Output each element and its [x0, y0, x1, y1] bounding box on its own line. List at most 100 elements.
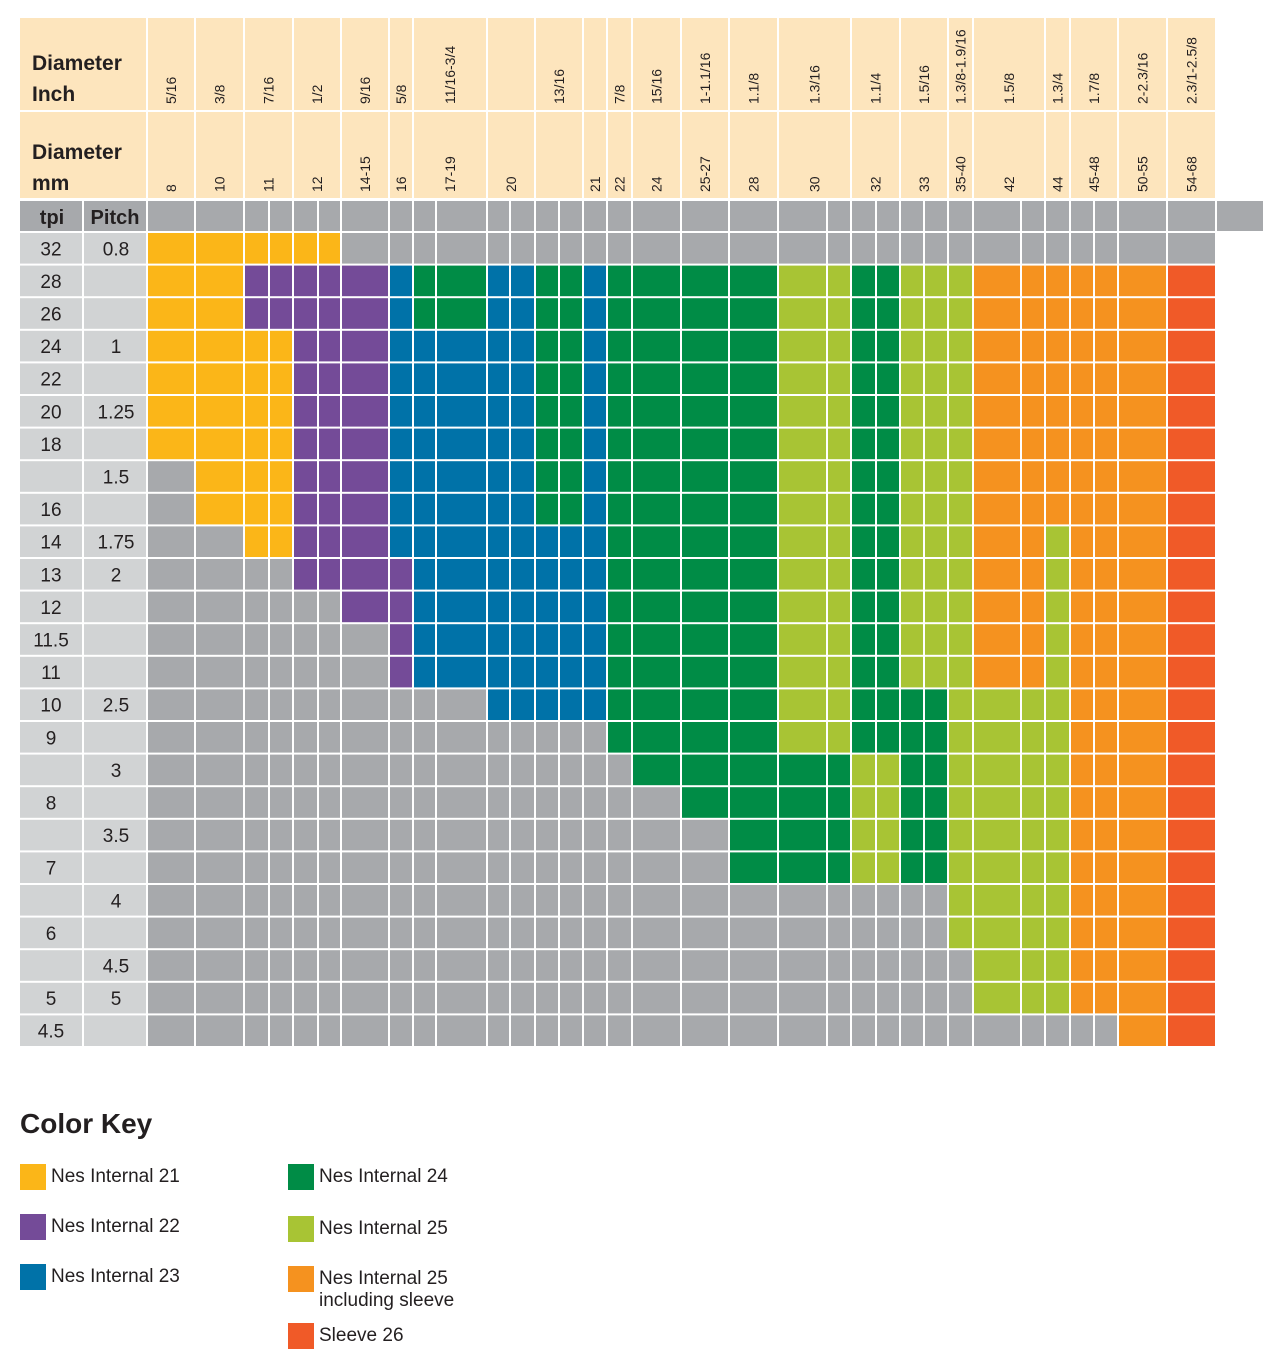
heatmap-cell — [342, 787, 388, 818]
pitch-row-header — [84, 526, 146, 557]
heatmap-cell — [730, 754, 777, 786]
heatmap-cell — [877, 819, 899, 851]
heatmap-cell — [1119, 396, 1166, 427]
heatmap-cell — [877, 298, 899, 329]
heatmap-cell — [584, 298, 606, 329]
heatmap-cell — [584, 722, 606, 753]
heatmap-cell — [148, 917, 194, 949]
heatmap-cell — [925, 787, 947, 818]
heatmap-cell — [682, 982, 728, 1014]
tpi-header-cell — [20, 201, 82, 231]
tpi-header-band-cell — [974, 201, 1020, 231]
heatmap-cell — [1168, 363, 1215, 394]
tpi-row-header — [20, 852, 82, 883]
heatmap-cell — [319, 233, 340, 264]
heatmap-cell — [390, 689, 412, 720]
tpi-header-band-cell — [633, 201, 680, 231]
inch-tick-label: 7/16 — [261, 77, 277, 104]
inch-tick-label: 1.5/16 — [916, 65, 932, 104]
heatmap-cell — [925, 917, 947, 949]
heatmap-cell — [245, 233, 268, 264]
heatmap-cell — [1071, 298, 1093, 329]
heatmap-cell — [390, 982, 412, 1014]
heatmap-cell — [1046, 233, 1069, 264]
tpi-header-band-cell — [584, 201, 606, 231]
heatmap-cell — [1071, 1015, 1093, 1046]
heatmap-cell — [852, 885, 875, 916]
mm-tick-label: 54-68 — [1184, 156, 1200, 192]
heatmap-cell — [584, 363, 606, 394]
heatmap-cell — [949, 1015, 972, 1046]
legend-item: Nes Internal 25 — [288, 1216, 448, 1242]
heatmap-cell — [245, 722, 268, 753]
mm-header-cell — [148, 112, 194, 198]
tpi-header-band-cell — [1217, 201, 1263, 231]
heatmap-cell — [949, 591, 972, 623]
heatmap-cell — [852, 559, 875, 590]
heatmap-cell — [682, 363, 728, 394]
heatmap-cell — [901, 1015, 923, 1046]
heatmap-cell — [1095, 428, 1117, 460]
heatmap-cell — [633, 428, 680, 460]
heatmap-cell — [196, 591, 243, 623]
heatmap-cell — [608, 493, 631, 525]
heatmap-cell — [437, 363, 486, 394]
heatmap-cell — [536, 787, 558, 818]
heatmap-cell — [270, 233, 292, 264]
heatmap-cell — [536, 233, 558, 264]
heatmap-cell — [974, 559, 1020, 590]
tpi-header-label: tpi — [40, 207, 64, 229]
heatmap-cell — [270, 461, 292, 492]
tpi-header-band-cell — [901, 201, 923, 231]
inch-tick-label: 1.7/8 — [1086, 73, 1102, 104]
heatmap-cell — [536, 559, 558, 590]
tpi-value: 10 — [40, 696, 61, 717]
heatmap-cell — [974, 917, 1020, 949]
heatmap-cell — [437, 819, 486, 851]
heatmap-cell — [511, 852, 534, 883]
inch-header-cell — [974, 18, 1044, 110]
heatmap-cell — [584, 233, 606, 264]
heatmap-cell — [1071, 233, 1093, 264]
heatmap-cell — [901, 852, 923, 883]
heatmap-cell — [730, 428, 777, 460]
mm-tick-label: 44 — [1050, 176, 1066, 192]
heatmap-cell — [488, 559, 509, 590]
heatmap-cell — [779, 363, 826, 394]
heatmap-cell — [294, 819, 317, 851]
tpi-row-header — [20, 330, 82, 362]
inch-tick-label: 1.1/8 — [746, 73, 762, 104]
heatmap-cell — [245, 689, 268, 720]
tpi-header-band-cell — [390, 201, 412, 231]
heatmap-cell — [1095, 787, 1117, 818]
heatmap-cell — [682, 265, 728, 297]
heatmap-cell — [294, 656, 317, 688]
mm-tick-label: 25-27 — [697, 156, 713, 192]
heatmap-cell — [342, 982, 388, 1014]
heatmap-cell — [949, 265, 972, 297]
heatmap-cell — [245, 526, 268, 557]
heatmap-cell — [437, 1015, 486, 1046]
heatmap-cell — [414, 885, 435, 916]
heatmap-cell — [536, 526, 558, 557]
heatmap-cell — [974, 461, 1020, 492]
heatmap-cell — [1046, 950, 1069, 981]
legend-label: Nes Internal 21 — [51, 1166, 180, 1187]
heatmap-cell — [828, 461, 850, 492]
heatmap-cell — [390, 428, 412, 460]
heatmap-cell — [828, 950, 850, 981]
heatmap-cell — [148, 265, 194, 297]
heatmap-cell — [342, 396, 388, 427]
heatmap-cell — [342, 233, 388, 264]
heatmap-cell — [682, 917, 728, 949]
heatmap-cell — [925, 233, 947, 264]
heatmap-cell — [270, 265, 292, 297]
heatmap-cell — [536, 819, 558, 851]
heatmap-cell — [560, 754, 582, 786]
heatmap-cell — [682, 852, 728, 883]
mm-tick-label: 32 — [868, 176, 884, 192]
heatmap-cell — [148, 656, 194, 688]
mm-tick-label: 12 — [309, 176, 325, 192]
heatmap-cell — [608, 396, 631, 427]
tpi-row-header — [20, 233, 82, 264]
